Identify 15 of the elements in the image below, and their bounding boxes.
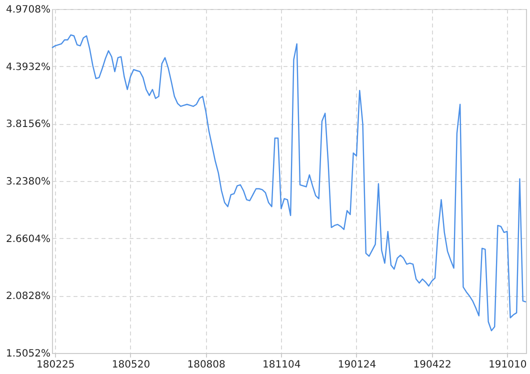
y-tick-label: 4.9708% xyxy=(6,4,50,16)
y-tick-label: 2.0828% xyxy=(6,291,50,302)
y-tick-label: 2.6604% xyxy=(6,234,50,245)
x-tick-label: 191010 xyxy=(488,360,527,370)
x-tick-label: 180520 xyxy=(112,360,150,370)
x-tick-label: 190124 xyxy=(338,360,376,370)
x-tick-label: 190422 xyxy=(413,360,452,370)
y-tick-label: 4.3932% xyxy=(6,62,50,73)
x-tick-label: 180808 xyxy=(187,360,226,370)
x-tick-label: 181104 xyxy=(262,360,301,370)
y-tick-label: 3.2380% xyxy=(6,176,50,188)
x-tick-label: 180225 xyxy=(36,360,75,370)
y-tick-label: 1.5052% xyxy=(6,348,50,360)
y-tick-label: 3.8156% xyxy=(6,119,50,130)
line-series xyxy=(51,34,527,332)
